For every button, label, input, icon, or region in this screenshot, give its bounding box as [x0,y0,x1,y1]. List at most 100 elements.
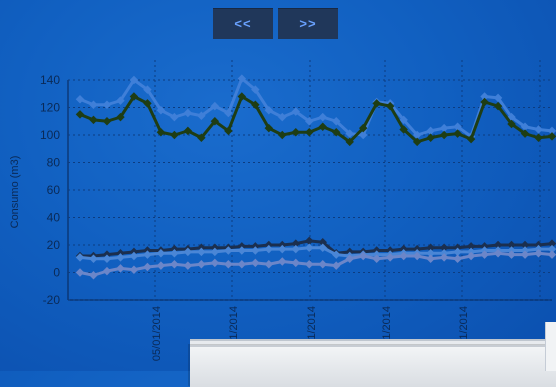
series-line-4 [79,251,553,277]
data-point [439,123,449,133]
data-point [210,101,220,111]
data-point [358,251,368,261]
data-point [358,130,368,140]
x-tick-label: 01/2014 [306,306,318,346]
data-point [358,123,368,133]
data-point [426,243,435,252]
data-point [129,75,139,85]
data-point [426,133,435,142]
data-point [237,92,247,101]
data-point [345,137,354,147]
data-point [75,268,85,277]
data-point [143,250,152,259]
data-point [466,134,476,144]
next-button[interactable]: >> [278,8,338,39]
data-point [278,257,287,266]
x-tick-label: /01/2014 [228,306,240,349]
data-point [399,125,408,134]
x-tick-label: /01/2014 [381,306,393,349]
data-point [345,129,354,138]
data-point [183,126,193,136]
data-point [291,107,301,116]
data-point [493,101,503,111]
data-point [305,236,314,246]
data-point [237,260,247,269]
data-point [331,261,341,270]
data-point [224,108,233,118]
data-point [278,130,287,140]
data-point [534,133,543,142]
y-tick-label: -20 [43,293,61,307]
data-point [318,260,327,269]
y-tick-label: 120 [40,101,60,115]
data-point [183,247,193,257]
data-point [291,239,301,248]
data-point [89,100,98,109]
data-point [547,250,556,259]
data-point [412,137,422,147]
data-point [493,249,503,258]
data-point [143,262,152,272]
y-tick-label: 40 [47,211,61,225]
data-point [453,122,462,131]
data-point [291,244,301,254]
data-point [75,95,85,104]
data-point [89,254,98,263]
data-point [453,254,462,263]
data-point [156,106,166,115]
data-point [426,254,435,263]
data-point [547,132,556,141]
data-point [237,74,247,83]
data-point [331,250,341,259]
data-point [480,250,489,259]
data-point [278,244,287,254]
data-point [183,261,193,270]
bottom-panel-edge [190,339,556,349]
data-point [197,111,206,120]
previous-button[interactable]: << [213,8,273,39]
data-point [453,129,462,138]
data-point [170,260,179,269]
data-point [305,243,314,252]
data-point [224,126,233,136]
data-point [210,117,220,126]
y-tick-label: 80 [47,156,61,170]
data-point [372,254,381,263]
data-point [331,117,341,126]
data-point [480,97,489,107]
side-panel-tab [545,322,556,371]
data-point [439,243,449,252]
data-point [399,115,408,125]
data-point [183,108,193,118]
data-point [116,112,125,122]
data-point [156,128,166,137]
data-point [385,253,395,262]
data-point [412,251,422,261]
data-point [102,266,112,276]
data-point [102,254,112,263]
data-point [170,249,179,258]
data-point [412,130,422,140]
data-point [426,126,435,136]
data-point [466,242,476,251]
data-point [264,244,274,254]
data-point [264,123,274,133]
data-point [89,115,98,125]
data-point [291,258,301,268]
data-point [385,101,395,111]
data-point [305,260,314,269]
data-point [480,92,489,101]
data-point [129,251,139,261]
y-tick-label: 60 [47,183,61,197]
data-point [129,265,139,274]
data-point [264,260,274,269]
data-point [170,112,179,122]
data-point [331,128,341,137]
data-point [197,133,206,142]
series-line-1 [79,95,553,144]
data-point [210,247,220,257]
data-point [224,260,233,269]
data-point [318,238,327,247]
data-point [197,260,206,269]
data-point [156,249,166,258]
